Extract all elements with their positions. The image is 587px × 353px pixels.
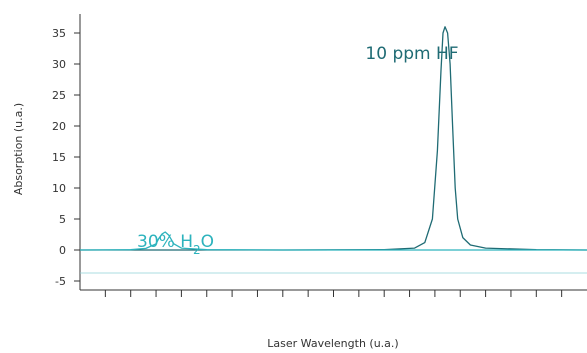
annotation-h2o-sub: 2 xyxy=(193,243,201,257)
annotation-h2o-tail: O xyxy=(201,232,214,252)
y-tick-label: 5 xyxy=(59,213,66,226)
series-line-hf xyxy=(80,26,587,251)
annotation-h2o: 30% H2O xyxy=(137,232,214,257)
y-axis: -5 0 5 10 15 20 25 30 35 xyxy=(52,14,81,290)
series-line-h2o xyxy=(79,231,587,251)
y-tick-label: 25 xyxy=(52,89,66,102)
y-tick-label: -5 xyxy=(55,275,66,288)
y-axis-title: Absorption (u.a.) xyxy=(12,103,25,195)
annotation-h2o-main: 30% H xyxy=(137,232,193,252)
x-axis xyxy=(80,289,587,297)
annotation-hf: 10 ppm HF xyxy=(365,44,458,64)
y-tick-label: 0 xyxy=(59,244,66,257)
y-tick-label: 20 xyxy=(52,120,66,133)
x-axis-title: Laser Wavelength (u.a.) xyxy=(267,337,398,350)
y-tick-label: 10 xyxy=(52,182,66,195)
y-tick-label: 35 xyxy=(52,27,66,40)
y-tick-label: 15 xyxy=(52,151,66,164)
y-tick-label: 30 xyxy=(52,58,66,71)
series-group xyxy=(79,26,587,251)
